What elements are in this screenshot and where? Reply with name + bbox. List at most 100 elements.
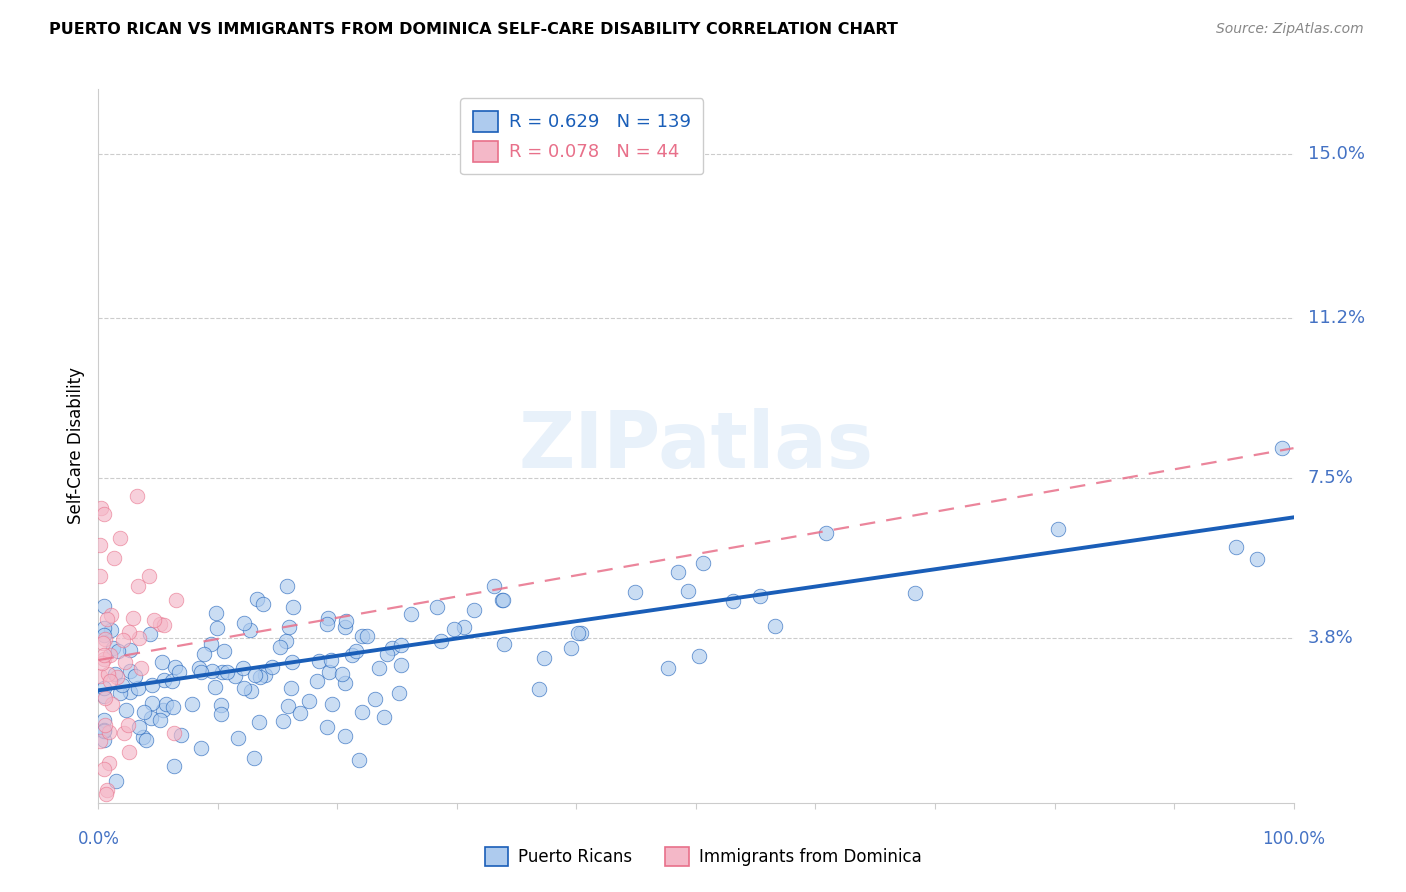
Point [321,653,343,667]
Point [138,569,160,583]
Point [347,753,370,767]
Point [688,648,710,663]
Point [93,627,115,641]
Point [389,657,412,672]
Point [89,668,111,682]
Point [492,593,515,607]
Legend: Puerto Ricans, Immigrants from Dominica: Puerto Ricans, Immigrants from Dominica [478,840,928,873]
Point [482,578,505,592]
Point [233,615,256,630]
Point [356,629,378,643]
Point [330,667,353,681]
Point [135,733,157,747]
Point [170,728,193,742]
Point [93,507,115,521]
Point [93,652,115,666]
Legend: R = 0.629   N = 139, R = 0.078   N = 44: R = 0.629 N = 139, R = 0.078 N = 44 [460,98,703,174]
Point [90,500,112,515]
Point [93,723,115,738]
Point [93,621,115,635]
Point [142,613,165,627]
Text: Source: ZipAtlas.com: Source: ZipAtlas.com [1216,22,1364,37]
Point [281,600,304,615]
Point [1246,552,1268,566]
Point [93,723,115,737]
Point [128,720,150,734]
Point [114,655,136,669]
Point [269,640,291,655]
Point [105,774,128,789]
Point [224,669,246,683]
Point [274,633,297,648]
Point [271,714,294,728]
Text: 7.5%: 7.5% [1308,469,1354,487]
Point [389,638,412,652]
Point [277,620,299,634]
Point [107,670,129,684]
Point [127,489,149,503]
Point [212,644,235,658]
Point [190,741,212,756]
Point [141,678,163,692]
Point [149,713,172,727]
Point [94,632,117,646]
Point [569,626,592,640]
Point [91,656,114,670]
Point [297,694,319,708]
Point [94,691,117,706]
Point [316,616,339,631]
Point [129,661,152,675]
Point [110,531,132,545]
Point [305,673,328,688]
Point [335,729,357,743]
Point [98,648,121,662]
Point [205,606,228,620]
Point [107,644,129,658]
Point [443,622,465,636]
Point [401,607,423,622]
Point [209,698,232,713]
Point [288,706,311,720]
Point [155,697,177,711]
Point [149,617,172,632]
Point [280,681,302,696]
Point [101,697,124,711]
Point [492,637,515,651]
Point [350,705,373,719]
Point [527,681,550,696]
Point [463,603,485,617]
Point [388,685,411,699]
Point [163,759,186,773]
Point [122,611,145,625]
Point [1046,522,1069,536]
Point [94,787,117,801]
Point [668,565,690,579]
Point [346,644,368,658]
Text: 0.0%: 0.0% [77,830,120,848]
Point [132,730,155,744]
Text: 3.8%: 3.8% [1308,630,1354,648]
Text: 100.0%: 100.0% [1263,830,1324,848]
Point [363,691,385,706]
Point [103,550,125,565]
Point [429,634,451,648]
Point [97,667,120,681]
Point [190,665,212,680]
Point [560,640,582,655]
Point [193,647,215,661]
Point [239,624,262,638]
Point [204,680,226,694]
Point [335,619,357,633]
Point [904,586,927,600]
Point [127,579,149,593]
Point [308,654,330,668]
Point [150,656,173,670]
Text: PUERTO RICAN VS IMMIGRANTS FROM DOMINICA SELF-CARE DISABILITY CORRELATION CHART: PUERTO RICAN VS IMMIGRANTS FROM DOMINICA… [49,22,898,37]
Point [134,705,156,719]
Point [89,568,111,582]
Point [163,660,186,674]
Point [91,635,114,649]
Point [277,699,299,714]
Point [139,711,162,725]
Point [180,697,202,711]
